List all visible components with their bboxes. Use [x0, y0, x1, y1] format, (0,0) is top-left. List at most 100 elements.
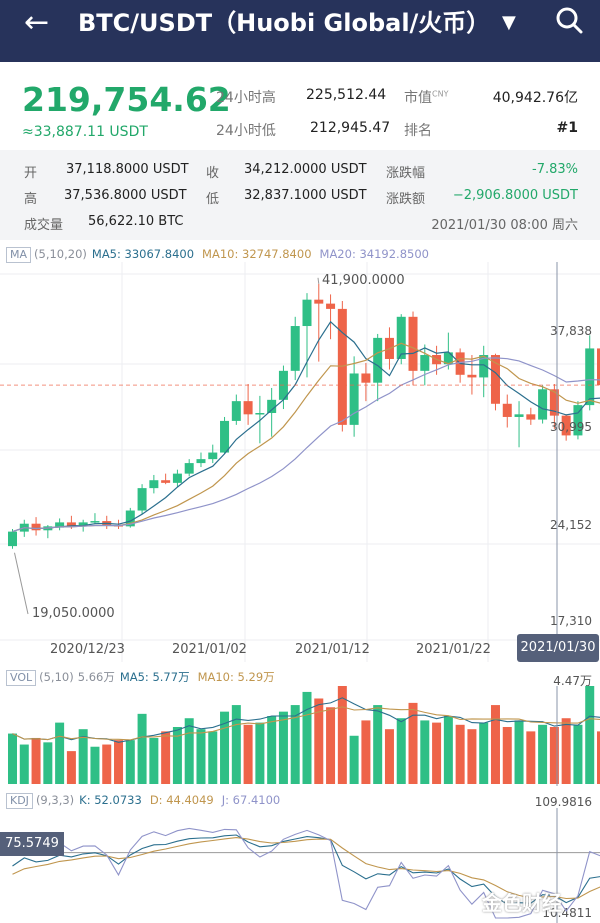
volume-bar [255, 722, 265, 784]
volume-bar [479, 722, 489, 784]
kdj-chart[interactable] [0, 808, 600, 923]
close-value: 34,212.0000 USDT [244, 162, 367, 177]
volume-bar [149, 737, 159, 784]
volume-bar [208, 731, 218, 784]
candle [585, 335, 595, 411]
volume-bar [326, 707, 336, 784]
candle [102, 515, 112, 529]
candle-body [31, 523, 41, 531]
candle-body [196, 459, 206, 464]
candle-body [573, 405, 583, 436]
candlestick-chart[interactable] [0, 262, 600, 662]
candle-body [597, 348, 600, 386]
candle [243, 384, 253, 425]
candle-body [337, 308, 347, 425]
candle-body [267, 399, 277, 414]
volume-bar [302, 691, 312, 784]
candle-body [467, 374, 477, 378]
ma-params: (5,10,20) [34, 247, 87, 261]
candle-body [549, 389, 559, 416]
volume-bar [231, 705, 241, 784]
candle-body [443, 352, 453, 365]
candle [55, 518, 65, 531]
candle-body [220, 420, 230, 453]
candle-body [326, 303, 336, 309]
candle-body [302, 299, 312, 327]
candle [455, 348, 465, 383]
rank-label: 排名 [404, 123, 432, 139]
candle-body [172, 473, 182, 483]
date-tick: 2021/01/02 [172, 642, 247, 657]
dropdown-caret-icon[interactable]: ▼ [502, 12, 516, 33]
volume-bar [125, 740, 135, 784]
vol-ma5: MA5: 5.77万 [119, 670, 190, 684]
candle-body [290, 326, 300, 371]
volume-bar [490, 705, 500, 784]
candle-body [255, 413, 265, 415]
volume-bar [220, 711, 230, 784]
candle-body [561, 415, 571, 436]
candle-body [8, 531, 17, 547]
watermark-logo: 金色财经 [482, 891, 562, 915]
change-pct-value: -7.83% [532, 162, 578, 177]
close-label: 收 [206, 166, 220, 181]
candle-body [78, 522, 88, 527]
candle [231, 394, 241, 425]
volume-label: 成交量 [24, 218, 64, 233]
back-arrow-icon[interactable]: ← [24, 5, 50, 40]
volume-bar [337, 686, 347, 784]
kdj-legend: KDJ (9,3,3) K: 52.0733 D: 44.4049 J: 67.4100 [6, 793, 280, 809]
volume-bar [78, 729, 88, 784]
volume-bar [373, 705, 383, 784]
volume-bar [314, 698, 324, 784]
volume-value: 56,622.10 BTC [88, 214, 184, 229]
kdj-tag[interactable]: KDJ [6, 793, 33, 809]
candle-body [55, 522, 65, 528]
date-tick: 2021/01/12 [295, 642, 370, 657]
candle [420, 344, 430, 386]
change-amount-value: −2,906.8000 USDT [452, 188, 578, 203]
volume-bar [137, 713, 147, 784]
volume-bar [585, 686, 595, 784]
volume-bar [161, 731, 171, 784]
crosshair-date: 2021/01/30 [517, 634, 599, 662]
vol-legend: VOL (5,10) 5.66万 MA5: 5.77万 MA10: 5.29万 [6, 669, 275, 686]
market-cap-label: 市值CNY [404, 89, 449, 106]
volume-bar [432, 722, 442, 784]
price-axis-tick: 17,310 [550, 614, 592, 628]
volume-chart[interactable] [0, 686, 600, 786]
kdj-k: K: 52.0733 [79, 793, 142, 807]
kdj-d-line [12, 837, 600, 900]
candle [43, 525, 53, 539]
vol-value: 5.66万 [77, 670, 115, 684]
search-icon[interactable] [555, 6, 583, 34]
candle-body [479, 355, 489, 378]
vol-params: (5,10) [39, 670, 74, 684]
kdj-axis-max: 109.9816 [534, 795, 592, 809]
volume-bar [396, 718, 406, 784]
volume-bar [502, 726, 512, 784]
candle [502, 394, 512, 428]
candle-body [585, 348, 595, 406]
rank-value: #1 [556, 120, 578, 136]
volume-bar [19, 744, 29, 784]
ma10-value: MA10: 32747.8400 [202, 247, 312, 261]
candle-body [361, 373, 371, 383]
volume-bar [561, 718, 571, 784]
candle-body [243, 401, 253, 415]
pair-title[interactable]: BTC/USDT（Huobi Global/火币） [78, 9, 491, 37]
candle-body [314, 299, 324, 304]
min-pointer [14, 552, 29, 615]
candle [172, 469, 182, 487]
volume-bar [597, 731, 600, 784]
volume-bar [526, 731, 536, 784]
candle [302, 293, 312, 378]
min-price-label: 19,050.0000 [32, 606, 115, 621]
change-amount-label: 涨跌额 [386, 192, 426, 207]
price-axis-tick: 30,995 [550, 420, 592, 434]
price-summary: 219,754.62 ≈33,887.11 USDT 24小时高 225,512… [0, 62, 600, 152]
candle [573, 401, 583, 440]
ma-tag[interactable]: MA [6, 247, 32, 263]
volume-bar [514, 720, 524, 784]
vol-tag[interactable]: VOL [6, 670, 37, 686]
